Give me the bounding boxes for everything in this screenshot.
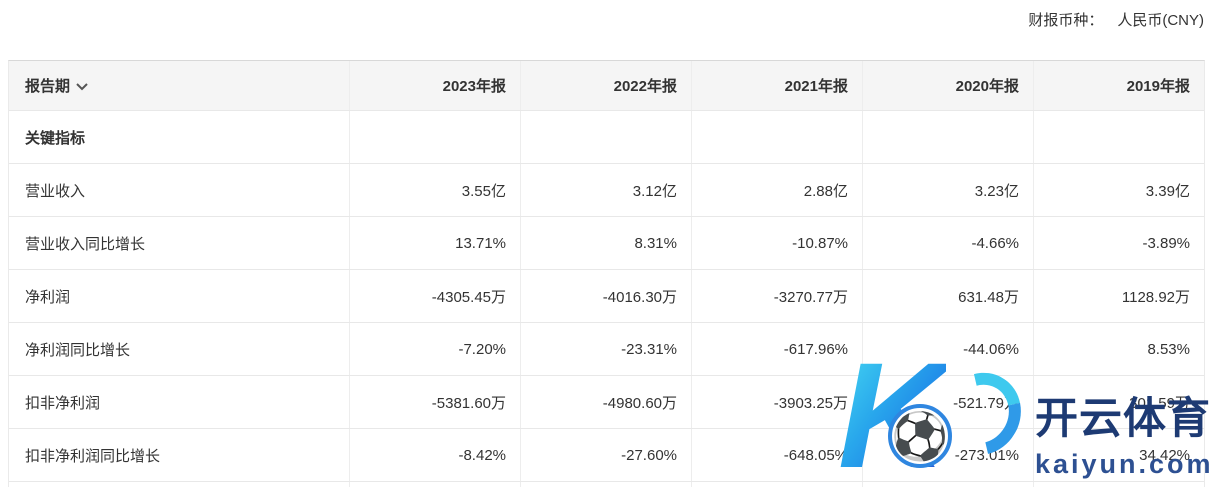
cell: -3.89% — [1033, 217, 1204, 269]
table-header-row: 报告期 2023年报 2022年报 2021年报 2020年报 2019年报 — [9, 61, 1204, 111]
cell-empty — [862, 111, 1033, 163]
cell: -4980.60万 — [520, 376, 691, 428]
cell-empty — [520, 482, 691, 487]
soccer-ball-icon: ⚽ — [888, 404, 952, 468]
cell-empty — [691, 482, 862, 487]
cell: -5381.60万 — [349, 376, 520, 428]
row-label: 净利润同比增长 — [25, 341, 131, 359]
cell: 1128.92万 — [1033, 270, 1204, 322]
cell: -3903.25万 — [691, 376, 862, 428]
cell: 3.23亿 — [862, 164, 1033, 216]
financial-table: 报告期 2023年报 2022年报 2021年报 2020年报 2019年报 关… — [8, 60, 1205, 487]
cell-empty — [1033, 482, 1204, 487]
cell: 3.39亿 — [1033, 164, 1204, 216]
year-column-header: 2021年报 — [691, 61, 862, 110]
table-row-deducted-net-profit-growth: 扣非净利润同比增长 -8.42% -27.60% -648.05% -273.0… — [9, 429, 1204, 482]
cell: -521.79万 — [862, 376, 1033, 428]
chevron-down-icon[interactable] — [76, 78, 88, 95]
table-row-revenue-growth: 营业收入同比增长 13.71% 8.31% -10.87% -4.66% -3.… — [9, 217, 1204, 270]
section-header-row: 关键指标 — [9, 111, 1204, 164]
cell: -4305.45万 — [349, 270, 520, 322]
cell: 301.59万 — [1033, 376, 1204, 428]
year-column-header: 2022年报 — [520, 61, 691, 110]
cell: -4016.30万 — [520, 270, 691, 322]
row-label: 营业收入同比增长 — [25, 235, 146, 253]
year-column-header: 2023年报 — [349, 61, 520, 110]
cell: -4.66% — [862, 217, 1033, 269]
currency-type-label: 财报币种： — [1028, 12, 1104, 29]
cell: -10.87% — [691, 217, 862, 269]
cell: -23.31% — [520, 323, 691, 375]
cell-empty — [349, 111, 520, 163]
cell: 13.71% — [349, 217, 520, 269]
cell: 8.53% — [1033, 323, 1204, 375]
year-column-header: 2020年报 — [862, 61, 1033, 110]
cell: -7.20% — [349, 323, 520, 375]
cell: -648.05% — [691, 429, 862, 481]
table-row-net-profit: 净利润 -4305.45万 -4016.30万 -3270.77万 631.48… — [9, 270, 1204, 323]
cell: 8.31% — [520, 217, 691, 269]
table-row-deducted-net-profit: 扣非净利润 -5381.60万 -4980.60万 -3903.25万 -521… — [9, 376, 1204, 429]
currency-type-value: 人民币(CNY) — [1117, 12, 1204, 29]
row-label: 净利润 — [25, 288, 71, 306]
cell: 34.42% — [1033, 429, 1204, 481]
cell-empty — [520, 111, 691, 163]
cell: 631.48万 — [862, 270, 1033, 322]
report-period-header[interactable]: 报告期 — [9, 61, 349, 110]
cell: 3.12亿 — [520, 164, 691, 216]
report-period-label: 报告期 — [25, 78, 71, 95]
row-label: 扣非净利润 — [25, 394, 101, 412]
cell: -8.42% — [349, 429, 520, 481]
cell: -273.01% — [862, 429, 1033, 481]
section-label: 关键指标 — [25, 129, 86, 147]
cell-empty — [1033, 111, 1204, 163]
table-row-clipped — [9, 482, 1204, 487]
cell-empty — [349, 482, 520, 487]
currency-line: 财报币种： 人民币(CNY) — [1028, 9, 1204, 30]
cell: -44.06% — [862, 323, 1033, 375]
row-label: 扣非净利润同比增长 — [25, 447, 161, 465]
table-row-net-profit-growth: 净利润同比增长 -7.20% -23.31% -617.96% -44.06% … — [9, 323, 1204, 376]
cell: -3270.77万 — [691, 270, 862, 322]
year-column-header: 2019年报 — [1033, 61, 1204, 110]
watermark-text-block: 开云体育 kaiyun.com — [1035, 384, 1214, 480]
kaiyun-watermark: K ⚽ 开云体育 kaiyun.com — [838, 340, 1214, 487]
watermark-domain-text: kaiyun.com — [1035, 449, 1214, 479]
watermark-brand-text: 开云体育 — [1035, 395, 1211, 443]
row-label: 营业收入 — [25, 182, 86, 200]
cell-empty — [691, 111, 862, 163]
cell: -27.60% — [520, 429, 691, 481]
cell: 2.88亿 — [691, 164, 862, 216]
cell-empty — [862, 482, 1033, 487]
cell-empty — [9, 482, 349, 487]
cell: -617.96% — [691, 323, 862, 375]
cell: 3.55亿 — [349, 164, 520, 216]
table-row-revenue: 营业收入 3.55亿 3.12亿 2.88亿 3.23亿 3.39亿 — [9, 164, 1204, 217]
